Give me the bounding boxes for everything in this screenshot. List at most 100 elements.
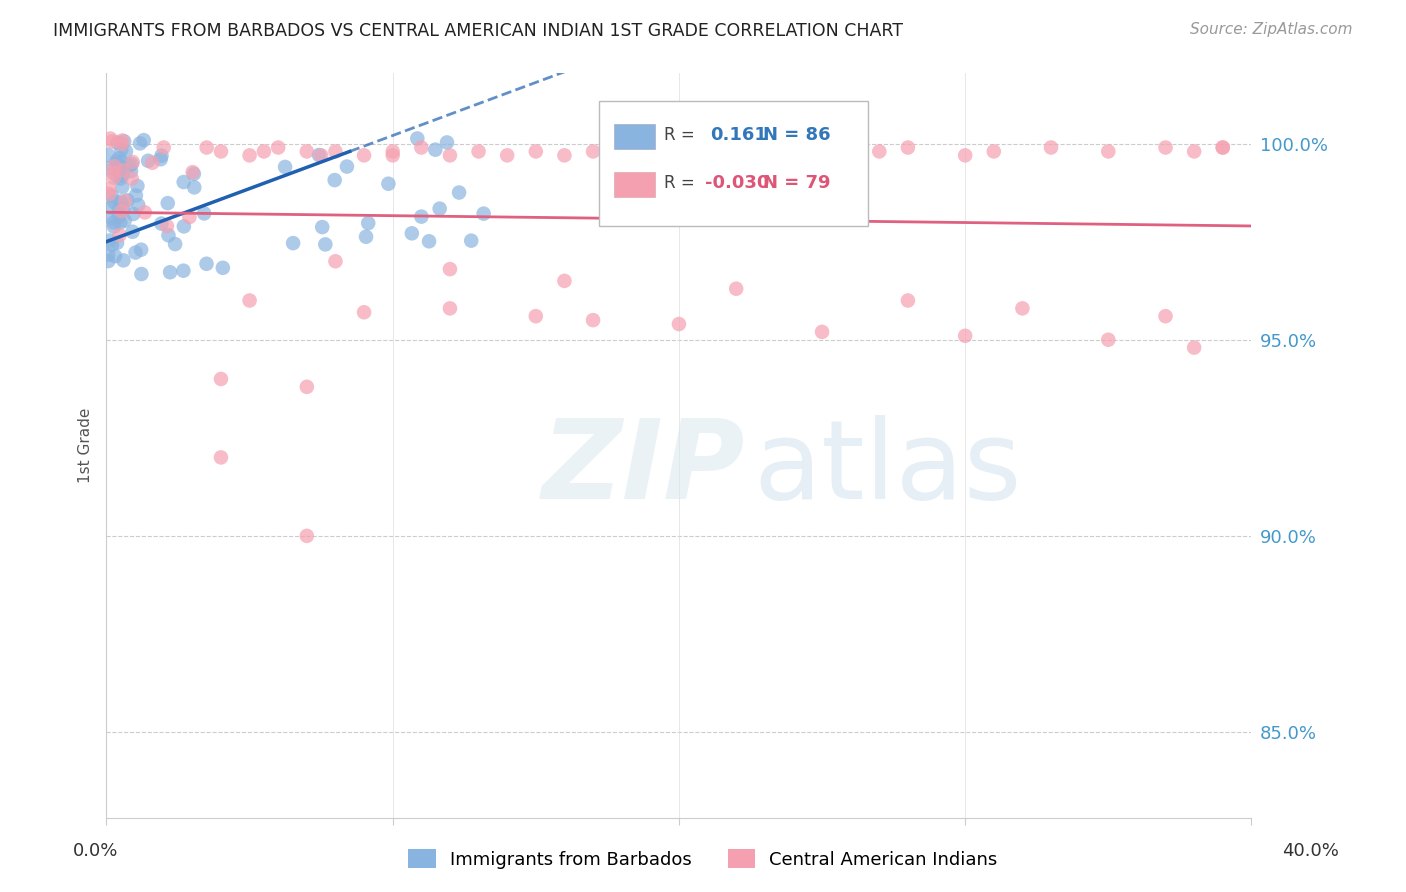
Point xyxy=(725,145,748,159)
Point xyxy=(107,136,129,150)
Point xyxy=(98,131,121,145)
Point xyxy=(101,135,124,149)
Point xyxy=(173,219,195,234)
Point xyxy=(725,282,748,296)
Point xyxy=(127,178,149,193)
Point xyxy=(295,380,318,394)
Point xyxy=(183,167,205,181)
Point xyxy=(121,171,143,186)
Point xyxy=(524,145,547,159)
Point xyxy=(110,204,132,219)
Point xyxy=(582,145,605,159)
Point xyxy=(401,227,423,241)
Point xyxy=(336,160,359,174)
Point xyxy=(696,140,718,154)
Point xyxy=(381,148,404,162)
Point xyxy=(209,145,232,159)
Point xyxy=(111,169,134,183)
Point xyxy=(111,133,134,147)
Point xyxy=(295,529,318,543)
FancyBboxPatch shape xyxy=(613,172,655,197)
Point xyxy=(281,236,304,251)
Point xyxy=(436,136,458,150)
Point xyxy=(110,194,132,209)
Point xyxy=(105,169,128,184)
Point xyxy=(640,145,662,159)
Point xyxy=(103,215,125,229)
Point xyxy=(193,206,215,220)
Point xyxy=(111,196,134,211)
Point xyxy=(136,153,159,168)
Point xyxy=(117,194,139,208)
Point xyxy=(425,143,447,157)
Point xyxy=(111,163,134,178)
Point xyxy=(129,243,152,257)
Point xyxy=(314,237,336,252)
Point xyxy=(157,228,180,243)
Point xyxy=(150,217,173,231)
Point xyxy=(323,173,346,187)
Text: N = 79: N = 79 xyxy=(762,174,830,193)
Point xyxy=(112,134,135,148)
Point xyxy=(354,229,377,244)
Point xyxy=(472,207,495,221)
Point xyxy=(295,145,318,159)
Point xyxy=(308,148,330,162)
Point xyxy=(141,155,163,169)
Point xyxy=(406,131,429,145)
Point xyxy=(110,154,132,169)
Point xyxy=(239,293,262,308)
Point xyxy=(524,309,547,323)
Point xyxy=(897,140,920,154)
Text: -0.030: -0.030 xyxy=(706,174,769,193)
Point xyxy=(309,148,332,162)
Point xyxy=(159,265,181,279)
Point xyxy=(149,153,172,167)
Point xyxy=(172,263,194,277)
Point xyxy=(103,166,125,180)
Point xyxy=(1182,341,1205,355)
Point xyxy=(1097,145,1119,159)
Point xyxy=(668,148,690,162)
Point xyxy=(253,145,276,159)
Point xyxy=(118,159,141,173)
Point xyxy=(96,161,118,176)
Point xyxy=(173,175,195,189)
Point xyxy=(111,180,134,194)
FancyBboxPatch shape xyxy=(599,101,868,226)
Point xyxy=(103,194,125,209)
Point xyxy=(105,235,128,250)
Point xyxy=(811,325,834,339)
Point xyxy=(103,170,125,185)
Point xyxy=(460,234,482,248)
Point xyxy=(897,293,920,308)
Point xyxy=(179,210,201,224)
Point xyxy=(121,225,143,239)
Point xyxy=(953,148,976,162)
Point xyxy=(104,249,127,263)
Point xyxy=(1182,145,1205,159)
Point xyxy=(156,196,179,211)
Point xyxy=(114,194,136,209)
Point xyxy=(134,205,156,219)
Point xyxy=(1040,140,1063,154)
Text: ZIP: ZIP xyxy=(541,415,745,522)
Point xyxy=(1154,309,1177,323)
Point xyxy=(311,220,333,235)
Point xyxy=(1212,140,1234,154)
Point xyxy=(353,148,375,162)
Text: R =: R = xyxy=(664,174,695,193)
Point xyxy=(195,140,218,154)
Point xyxy=(150,148,173,162)
Point xyxy=(209,372,232,386)
Point xyxy=(325,145,347,159)
Point xyxy=(98,186,121,201)
Point xyxy=(439,301,461,316)
Point xyxy=(98,181,121,195)
Point xyxy=(449,186,471,200)
Point xyxy=(274,160,297,174)
Point xyxy=(839,148,862,162)
Point xyxy=(1212,140,1234,154)
Point xyxy=(496,148,519,162)
Point xyxy=(121,155,143,169)
